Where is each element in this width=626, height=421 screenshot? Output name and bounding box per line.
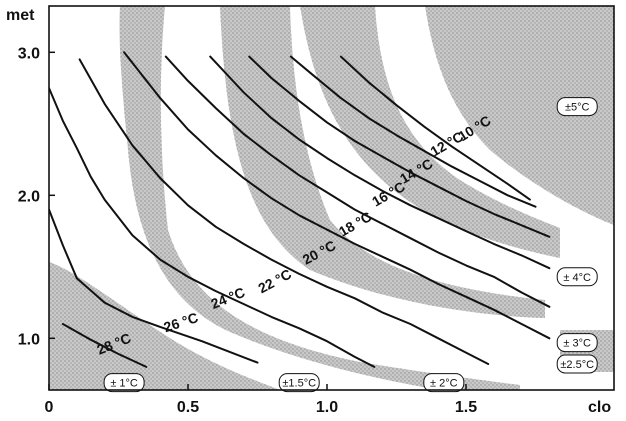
y-tick-label-1: 1.0 <box>18 331 40 348</box>
tolerance-box <box>423 373 465 393</box>
tolerance-text: ±1.5°C <box>282 378 316 390</box>
y-tick-label-3: 3.0 <box>18 45 40 62</box>
isotherm-label-3: 24 °C <box>209 284 248 312</box>
tolerance-label-1: ± 1°C <box>103 373 145 393</box>
isotherm-line-9 <box>289 55 537 208</box>
isotherm-label-2: 26 °C <box>162 309 200 335</box>
isotherm-line-2 <box>49 208 259 364</box>
x-tick-label-1: 0 <box>45 399 54 416</box>
y-axis-title: met <box>6 7 35 24</box>
tolerance-box <box>278 373 320 393</box>
isotherm-line-3 <box>49 87 376 368</box>
isotherm-curves <box>49 51 551 368</box>
tolerance-box <box>556 267 598 287</box>
isotherm-line-7 <box>209 55 551 270</box>
x-tick-label-4: 1.5 <box>455 399 477 416</box>
band-a <box>119 6 521 390</box>
tolerance-text: ±5°C <box>565 102 590 114</box>
isotherm-line-4 <box>78 58 490 365</box>
band-bottom-left <box>49 262 280 390</box>
band-d <box>425 6 614 225</box>
x-tick-label-2: 0.5 <box>177 399 199 416</box>
y-tick-label-2: 2.0 <box>18 188 40 205</box>
axes <box>48 5 615 391</box>
band-b <box>220 6 545 318</box>
band-c <box>300 6 560 258</box>
tolerance-text: ±2.5°C <box>560 359 594 371</box>
isotherm-line-5 <box>123 51 551 340</box>
tolerance-label-7: ±5°C <box>556 97 598 117</box>
isotherm-line-10 <box>339 55 531 201</box>
x-axis-ticks: 0 0.5 1.0 1.5 <box>45 384 477 416</box>
tolerance-box <box>103 373 145 393</box>
tolerance-box <box>556 97 598 117</box>
tolerance-label-4: ±2.5°C <box>556 354 598 374</box>
isotherm-line-6 <box>164 55 551 308</box>
tolerance-text: ± 3°C <box>563 338 591 350</box>
tolerance-labels: ± 1°C ±1.5°C ± 2°C ±2.5°C ± 3°C ± 4°C ±5°C <box>103 97 598 393</box>
tolerance-box <box>556 333 598 353</box>
isotherm-label-6: 18 °C <box>336 208 374 239</box>
y-axis-ticks: 1.0 2.0 3.0 <box>18 45 55 348</box>
isotherm-line-1 <box>61 323 148 368</box>
tolerance-label-2: ±1.5°C <box>278 373 320 393</box>
tolerance-text: ± 2°C <box>430 378 458 390</box>
tolerance-label-3: ± 2°C <box>423 373 465 393</box>
x-axis-title: clo <box>588 399 611 416</box>
x-tick-label-3: 1.0 <box>316 399 338 416</box>
tolerance-label-6: ± 4°C <box>556 267 598 287</box>
tolerance-box <box>556 354 598 374</box>
isotherm-line-8 <box>248 55 551 238</box>
tolerance-text: ± 4°C <box>563 272 591 284</box>
isotherm-label-4: 22 °C <box>255 266 294 297</box>
plot-frame <box>48 5 615 391</box>
tolerance-label-5: ± 3°C <box>556 333 598 353</box>
tolerance-text: ± 1°C <box>110 378 138 390</box>
